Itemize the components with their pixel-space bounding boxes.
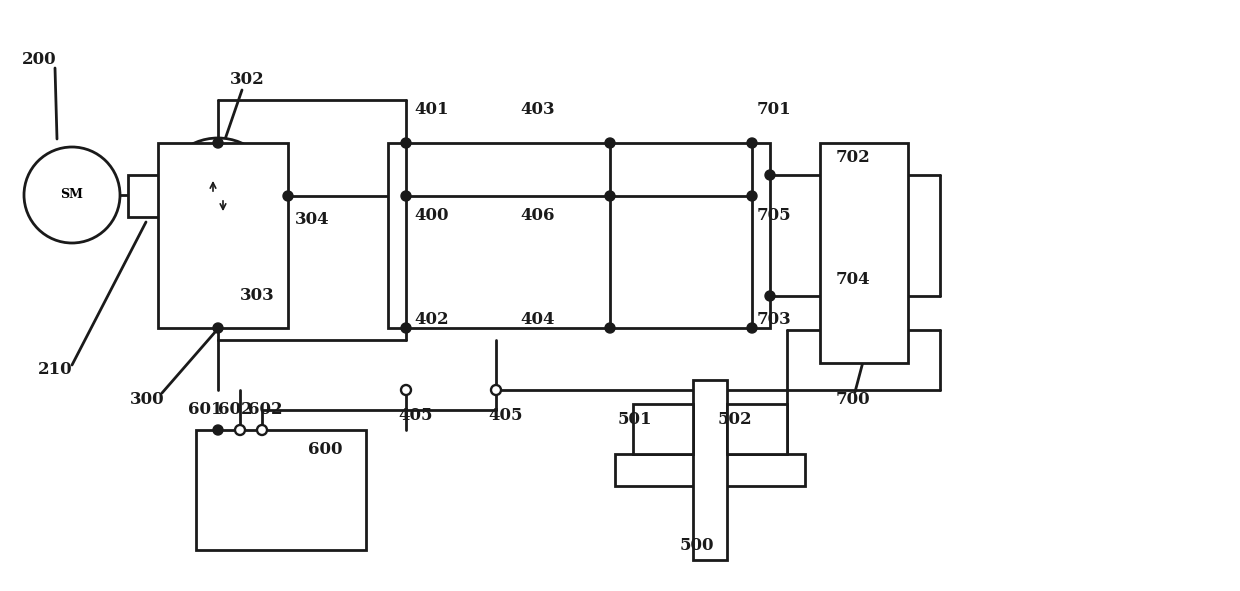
Bar — [751, 143, 770, 328]
Circle shape — [213, 425, 223, 435]
Circle shape — [401, 323, 410, 333]
Text: 403: 403 — [520, 102, 554, 119]
Circle shape — [401, 138, 410, 148]
Circle shape — [24, 147, 120, 243]
Text: SM: SM — [61, 189, 83, 202]
Circle shape — [160, 138, 277, 254]
Text: 300: 300 — [130, 391, 165, 408]
Text: 200: 200 — [22, 51, 57, 69]
Circle shape — [213, 138, 223, 148]
Circle shape — [236, 425, 246, 435]
Circle shape — [746, 191, 756, 201]
Text: 404: 404 — [520, 311, 554, 329]
Text: 702: 702 — [836, 150, 870, 167]
Text: 500: 500 — [680, 537, 714, 554]
Text: 601: 601 — [188, 401, 222, 418]
Circle shape — [765, 291, 775, 301]
Text: 701: 701 — [756, 102, 791, 119]
Circle shape — [401, 385, 410, 395]
Text: 501: 501 — [618, 411, 652, 428]
Circle shape — [765, 170, 775, 180]
Text: 304: 304 — [295, 212, 330, 229]
Text: 402: 402 — [414, 311, 449, 329]
Circle shape — [283, 191, 293, 201]
Bar — [196, 430, 366, 550]
Circle shape — [213, 323, 223, 333]
Text: 303: 303 — [241, 287, 275, 304]
Bar — [615, 454, 805, 486]
Text: 600: 600 — [308, 441, 342, 459]
Text: 210: 210 — [38, 362, 73, 378]
Bar — [388, 143, 405, 328]
Text: 401: 401 — [414, 102, 449, 119]
Text: 704: 704 — [836, 271, 870, 288]
Text: 405: 405 — [489, 407, 522, 424]
Bar — [693, 380, 727, 560]
Text: 406: 406 — [520, 206, 554, 223]
Bar — [632, 404, 693, 454]
Circle shape — [491, 385, 501, 395]
Text: 405: 405 — [398, 407, 433, 424]
Bar — [128, 175, 164, 217]
Circle shape — [605, 191, 615, 201]
Bar — [820, 143, 908, 363]
Text: 700: 700 — [836, 391, 870, 408]
Circle shape — [605, 138, 615, 148]
Bar — [157, 143, 288, 328]
Circle shape — [401, 191, 410, 201]
Text: 502: 502 — [718, 411, 753, 428]
Text: 703: 703 — [756, 311, 792, 329]
Circle shape — [605, 323, 615, 333]
Text: 400: 400 — [414, 206, 449, 223]
Circle shape — [746, 323, 756, 333]
Bar — [727, 404, 787, 454]
Circle shape — [257, 425, 267, 435]
Text: 705: 705 — [756, 206, 791, 223]
Circle shape — [746, 138, 756, 148]
Text: 602: 602 — [248, 401, 283, 418]
Text: 602: 602 — [218, 401, 253, 418]
Text: 302: 302 — [229, 72, 265, 89]
